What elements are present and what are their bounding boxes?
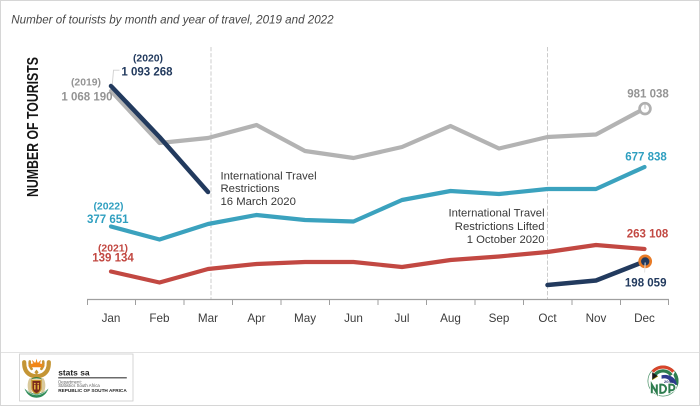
svg-text:Jan: Jan xyxy=(102,312,121,325)
svg-text:1 068 190: 1 068 190 xyxy=(61,91,112,103)
svg-text:Department:: Department: xyxy=(58,379,82,384)
svg-text:(2021): (2021) xyxy=(98,243,128,254)
svg-text:377 651: 377 651 xyxy=(87,214,129,226)
svg-text:Mar: Mar xyxy=(198,312,218,325)
svg-text:Apr: Apr xyxy=(247,312,265,325)
svg-text:Feb: Feb xyxy=(149,312,170,325)
svg-text:263 108: 263 108 xyxy=(627,228,669,240)
svg-text:16 March 2020: 16 March 2020 xyxy=(221,196,296,208)
svg-text:stats sa: stats sa xyxy=(58,367,90,377)
svg-text:198 059: 198 059 xyxy=(625,277,667,289)
svg-text:NUMBER OF TOURISTS: NUMBER OF TOURISTS xyxy=(25,57,42,197)
svg-text:Oct: Oct xyxy=(538,312,557,325)
svg-text:(2020): (2020) xyxy=(133,54,163,65)
svg-text:Number of tourists by month an: Number of tourists by month and year of … xyxy=(11,14,334,27)
svg-text:Nov: Nov xyxy=(586,312,607,325)
svg-text:International Travel: International Travel xyxy=(449,207,545,219)
svg-text:2030: 2030 xyxy=(664,379,674,384)
svg-text:Sep: Sep xyxy=(489,312,510,325)
svg-text:981 038: 981 038 xyxy=(627,88,669,100)
svg-text:677 838: 677 838 xyxy=(625,152,667,164)
svg-text:(2019): (2019) xyxy=(71,78,101,89)
svg-text:May: May xyxy=(294,312,316,325)
svg-text:Dec: Dec xyxy=(634,312,655,325)
svg-text:Restrictions: Restrictions xyxy=(221,183,280,195)
svg-text:International Travel: International Travel xyxy=(221,170,317,182)
svg-text:Statistics South Africa: Statistics South Africa xyxy=(58,383,100,388)
svg-text:Jun: Jun xyxy=(344,312,363,325)
svg-text:139 134: 139 134 xyxy=(92,253,134,265)
svg-text:Restrictions Lifted: Restrictions Lifted xyxy=(455,221,545,233)
svg-text:1 October 2020: 1 October 2020 xyxy=(467,234,545,246)
svg-text:Jul: Jul xyxy=(395,312,410,325)
svg-text:(2022): (2022) xyxy=(93,202,123,213)
svg-text:REPUBLIC OF SOUTH AFRICA: REPUBLIC OF SOUTH AFRICA xyxy=(58,388,127,393)
svg-text:Aug: Aug xyxy=(440,312,461,325)
svg-text:1 093 268: 1 093 268 xyxy=(121,66,173,78)
